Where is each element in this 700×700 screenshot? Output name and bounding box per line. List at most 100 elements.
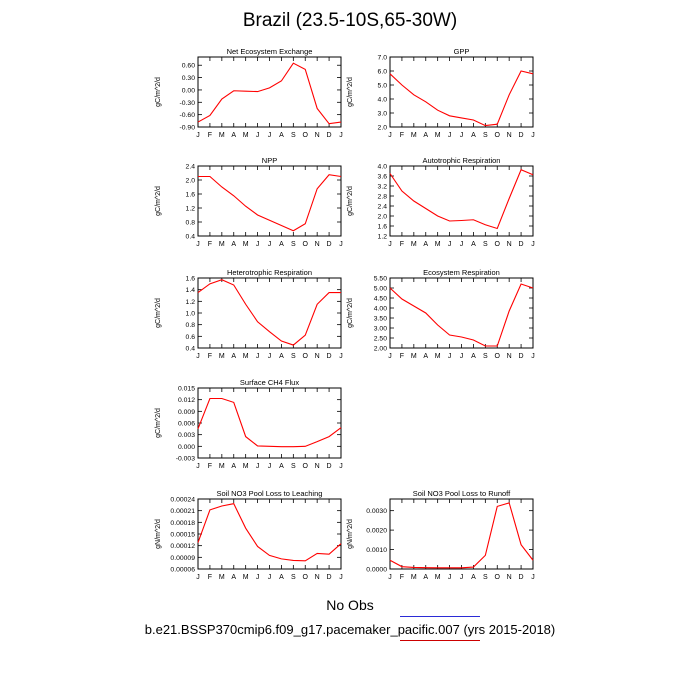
y-tick-label: 5.0 — [378, 83, 388, 90]
panel-frame — [197, 498, 342, 570]
y-tick-label: 3.50 — [374, 316, 387, 323]
panel-title: GPP — [454, 47, 470, 56]
x-tick-label: D — [327, 353, 332, 360]
x-tick-label: A — [279, 132, 284, 139]
x-tick-label: J — [268, 241, 272, 248]
panel-9: Soil NO3 Pool Loss to Runoff gN/m^2/d 0.00… — [347, 489, 535, 581]
x-tick-label: M — [219, 574, 225, 581]
y-tick-label: 1.6 — [186, 276, 196, 283]
x-tick-label: J — [388, 353, 392, 360]
y-tick-label: 0.60 — [182, 63, 195, 70]
x-tick-label: J — [388, 241, 392, 248]
x-tick-label: A — [231, 132, 236, 139]
x-tick-label: J — [531, 241, 535, 248]
panel-7: Surface CH4 Flux gC/m^2/d -0.003 0.000 0.003… — [155, 378, 343, 470]
y-tick-label: 3.00 — [374, 326, 387, 333]
x-tick-label: S — [291, 132, 296, 139]
x-tick-label: O — [303, 574, 309, 581]
y-tick-label: 0.009 — [178, 409, 195, 416]
y-tick-label: 3.2 — [378, 184, 388, 191]
y-tick-label: 1.0 — [186, 311, 196, 318]
x-tick-label: J — [448, 132, 452, 139]
y-tick-label: 0.00024 — [170, 497, 195, 504]
x-tick-label: A — [231, 353, 236, 360]
y-tick-label: 3.6 — [378, 174, 388, 181]
x-tick-label: O — [303, 353, 309, 360]
y-tick-label: 1.2 — [186, 299, 196, 306]
x-tick-label: F — [400, 353, 404, 360]
x-tick-label: A — [279, 241, 284, 248]
x-tick-label: S — [291, 574, 296, 581]
x-tick-label: J — [196, 132, 200, 139]
y-tick-label: 3.0 — [378, 111, 388, 118]
x-tick-label: J — [460, 574, 464, 581]
series-line — [197, 397, 342, 448]
y-tick-label: -0.30 — [180, 100, 196, 107]
y-tick-label: 2.0 — [186, 178, 196, 185]
y-tick-label: 0.00012 — [170, 543, 195, 550]
y-tick-label: 6.0 — [378, 69, 388, 76]
y-tick-label: 0.00021 — [170, 508, 195, 515]
series-line — [389, 502, 534, 569]
panel-title: Net Ecosystem Exchange — [227, 47, 313, 56]
x-tick-label: M — [435, 241, 441, 248]
y-axis-label: gC/m^2/d — [347, 298, 354, 328]
y-tick-label: 0.006 — [178, 421, 195, 428]
y-axis-label: gC/m^2/d — [155, 77, 162, 107]
legend-line — [400, 616, 480, 617]
y-tick-label: 4.0 — [378, 97, 388, 104]
x-tick-label: J — [448, 574, 452, 581]
panel-title: Autotrophic Respiration — [423, 156, 501, 165]
y-tick-label: 2.0 — [378, 125, 388, 132]
y-tick-label: 0.003 — [178, 432, 195, 439]
x-tick-label: N — [507, 574, 512, 581]
x-tick-label: M — [243, 574, 249, 581]
x-tick-label: J — [531, 353, 535, 360]
x-tick-label: F — [400, 241, 404, 248]
x-tick-label: M — [435, 353, 441, 360]
x-tick-label: J — [268, 132, 272, 139]
x-tick-label: D — [327, 574, 332, 581]
x-tick-label: A — [423, 574, 428, 581]
x-tick-label: M — [219, 132, 225, 139]
x-tick-label: N — [507, 241, 512, 248]
y-tick-label: 0.015 — [178, 386, 195, 393]
x-tick-label: A — [423, 353, 428, 360]
x-tick-label: D — [327, 132, 332, 139]
y-tick-label: 2.8 — [378, 194, 388, 201]
y-tick-label: 0.30 — [182, 75, 195, 82]
x-tick-label: N — [315, 241, 320, 248]
x-tick-label: J — [196, 463, 200, 470]
y-tick-label: 0.0010 — [366, 547, 387, 554]
x-tick-label: O — [495, 574, 501, 581]
x-tick-label: N — [315, 132, 320, 139]
x-tick-label: M — [411, 241, 417, 248]
x-tick-label: J — [339, 241, 343, 248]
x-tick-label: J — [448, 241, 452, 248]
panel-8: Soil NO3 Pool Loss to Leaching gN/m^2/d 0.… — [155, 489, 343, 581]
x-tick-label: J — [339, 463, 343, 470]
x-tick-label: A — [279, 574, 284, 581]
y-tick-label: 0.00006 — [170, 567, 195, 574]
y-tick-label: 2.4 — [186, 164, 196, 171]
y-axis-label: gC/m^2/d — [155, 408, 162, 438]
panel-title: Soil NO3 Pool Loss to Runoff — [413, 489, 511, 498]
series-line — [389, 70, 534, 127]
y-axis-label: gN/m^2/d — [347, 519, 354, 549]
panel-title: NPP — [262, 156, 277, 165]
x-tick-label: O — [303, 132, 309, 139]
x-tick-label: A — [279, 353, 284, 360]
x-tick-label: A — [231, 241, 236, 248]
y-tick-label: 0.8 — [186, 322, 196, 329]
x-tick-label: D — [519, 241, 524, 248]
x-tick-label: M — [243, 353, 249, 360]
panel-frame — [197, 165, 342, 237]
y-tick-label: 0.000 — [178, 444, 195, 451]
x-tick-label: A — [471, 353, 476, 360]
y-tick-label: 0.012 — [178, 397, 195, 404]
x-tick-label: J — [388, 132, 392, 139]
panel-title: Heterotrophic Respiration — [227, 268, 312, 277]
panel-4: Autotrophic Respiration gC/m^2/d 1.2 1.6 2.0… — [347, 156, 535, 248]
x-tick-label: A — [423, 132, 428, 139]
